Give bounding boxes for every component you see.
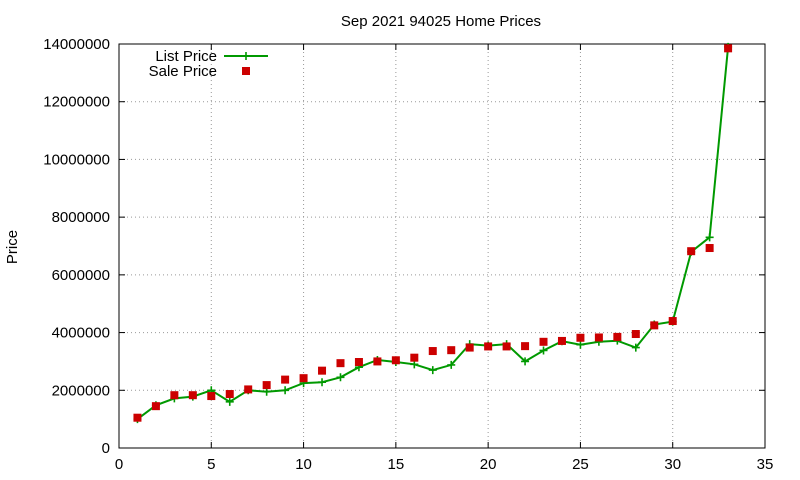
list-price-point (428, 366, 437, 375)
sale-price-point (539, 337, 548, 346)
chart-title: Sep 2021 94025 Home Prices (341, 13, 541, 30)
x-tick-label: 10 (295, 456, 312, 473)
x-tick-label: 5 (207, 456, 215, 473)
plot-frame (118, 43, 766, 449)
list-price-point (521, 357, 530, 366)
sale-price-point (447, 346, 456, 355)
sale-price-point (373, 357, 382, 366)
legend-label-list-price: List Price (155, 48, 217, 65)
sale-price-point (668, 317, 677, 326)
sale-price-point (631, 330, 640, 339)
y-tick-label: 10000000 (43, 151, 110, 168)
sale-price-point (318, 366, 327, 375)
sale-price-point (576, 333, 585, 342)
sale-price-point (521, 342, 530, 351)
legend-label-sale-price: Sale Price (149, 63, 217, 80)
legend-marker-sale-price (242, 67, 250, 75)
sale-price-point (502, 342, 511, 351)
sale-price-point (465, 343, 474, 352)
y-tick-label: 0 (102, 440, 110, 457)
sale-price-point (151, 402, 160, 411)
list-price-point (576, 340, 585, 349)
list-price-line (136, 46, 730, 420)
sale-price-point (613, 332, 622, 341)
series-layer (133, 42, 733, 424)
list-price-point (539, 346, 548, 355)
list-price-point (631, 343, 640, 352)
sale-price-point (484, 342, 493, 351)
sale-price-point (188, 391, 197, 400)
sale-price-point (594, 333, 603, 342)
sale-price-point (428, 347, 437, 356)
sale-price-point (650, 321, 659, 330)
sale-price-point (391, 356, 400, 365)
sale-price-point (410, 353, 419, 362)
axes: 0 5 10 15 20 25 30 35 0 2000000 4000000 6000000 8000… (43, 36, 773, 473)
sale-price-point (336, 359, 345, 368)
sale-price-point (244, 385, 253, 394)
sale-price-point (170, 391, 179, 400)
x-tick-label: 25 (572, 456, 589, 473)
sale-price-point (133, 413, 142, 422)
x-tick-label: 0 (115, 456, 123, 473)
legend-marker-list-price (242, 52, 250, 60)
y-tick-label: 8000000 (52, 209, 110, 226)
list-price-point (318, 378, 327, 387)
sale-price-point (225, 390, 234, 399)
y-tick-label: 4000000 (52, 325, 110, 342)
y-axis-label: Price (4, 230, 21, 264)
list-price-point (225, 397, 234, 406)
sale-price-point (281, 375, 290, 384)
y-tick-label: 12000000 (43, 94, 110, 111)
sale-price-point (557, 336, 566, 345)
y-tick-label: 2000000 (52, 382, 110, 399)
sale-price-point (724, 44, 733, 53)
sale-price-point (687, 247, 696, 256)
x-tick-label: 15 (388, 456, 405, 473)
y-tick-label: 14000000 (43, 36, 110, 53)
list-price-point (447, 360, 456, 369)
list-price-point (281, 386, 290, 395)
legend: List Price Sale Price (149, 48, 268, 80)
x-tick-label: 30 (664, 456, 681, 473)
y-tick-label: 6000000 (52, 267, 110, 284)
sale-price-point (207, 392, 216, 401)
list-price-point (705, 233, 714, 242)
sale-price-point (705, 244, 714, 253)
x-tick-label: 20 (480, 456, 497, 473)
sale-price-point (262, 381, 271, 390)
grid-lines (119, 44, 765, 448)
sale-price-point (299, 374, 308, 383)
x-tick-label: 35 (757, 456, 774, 473)
list-price-point (336, 373, 345, 382)
sale-price-point (354, 358, 363, 367)
